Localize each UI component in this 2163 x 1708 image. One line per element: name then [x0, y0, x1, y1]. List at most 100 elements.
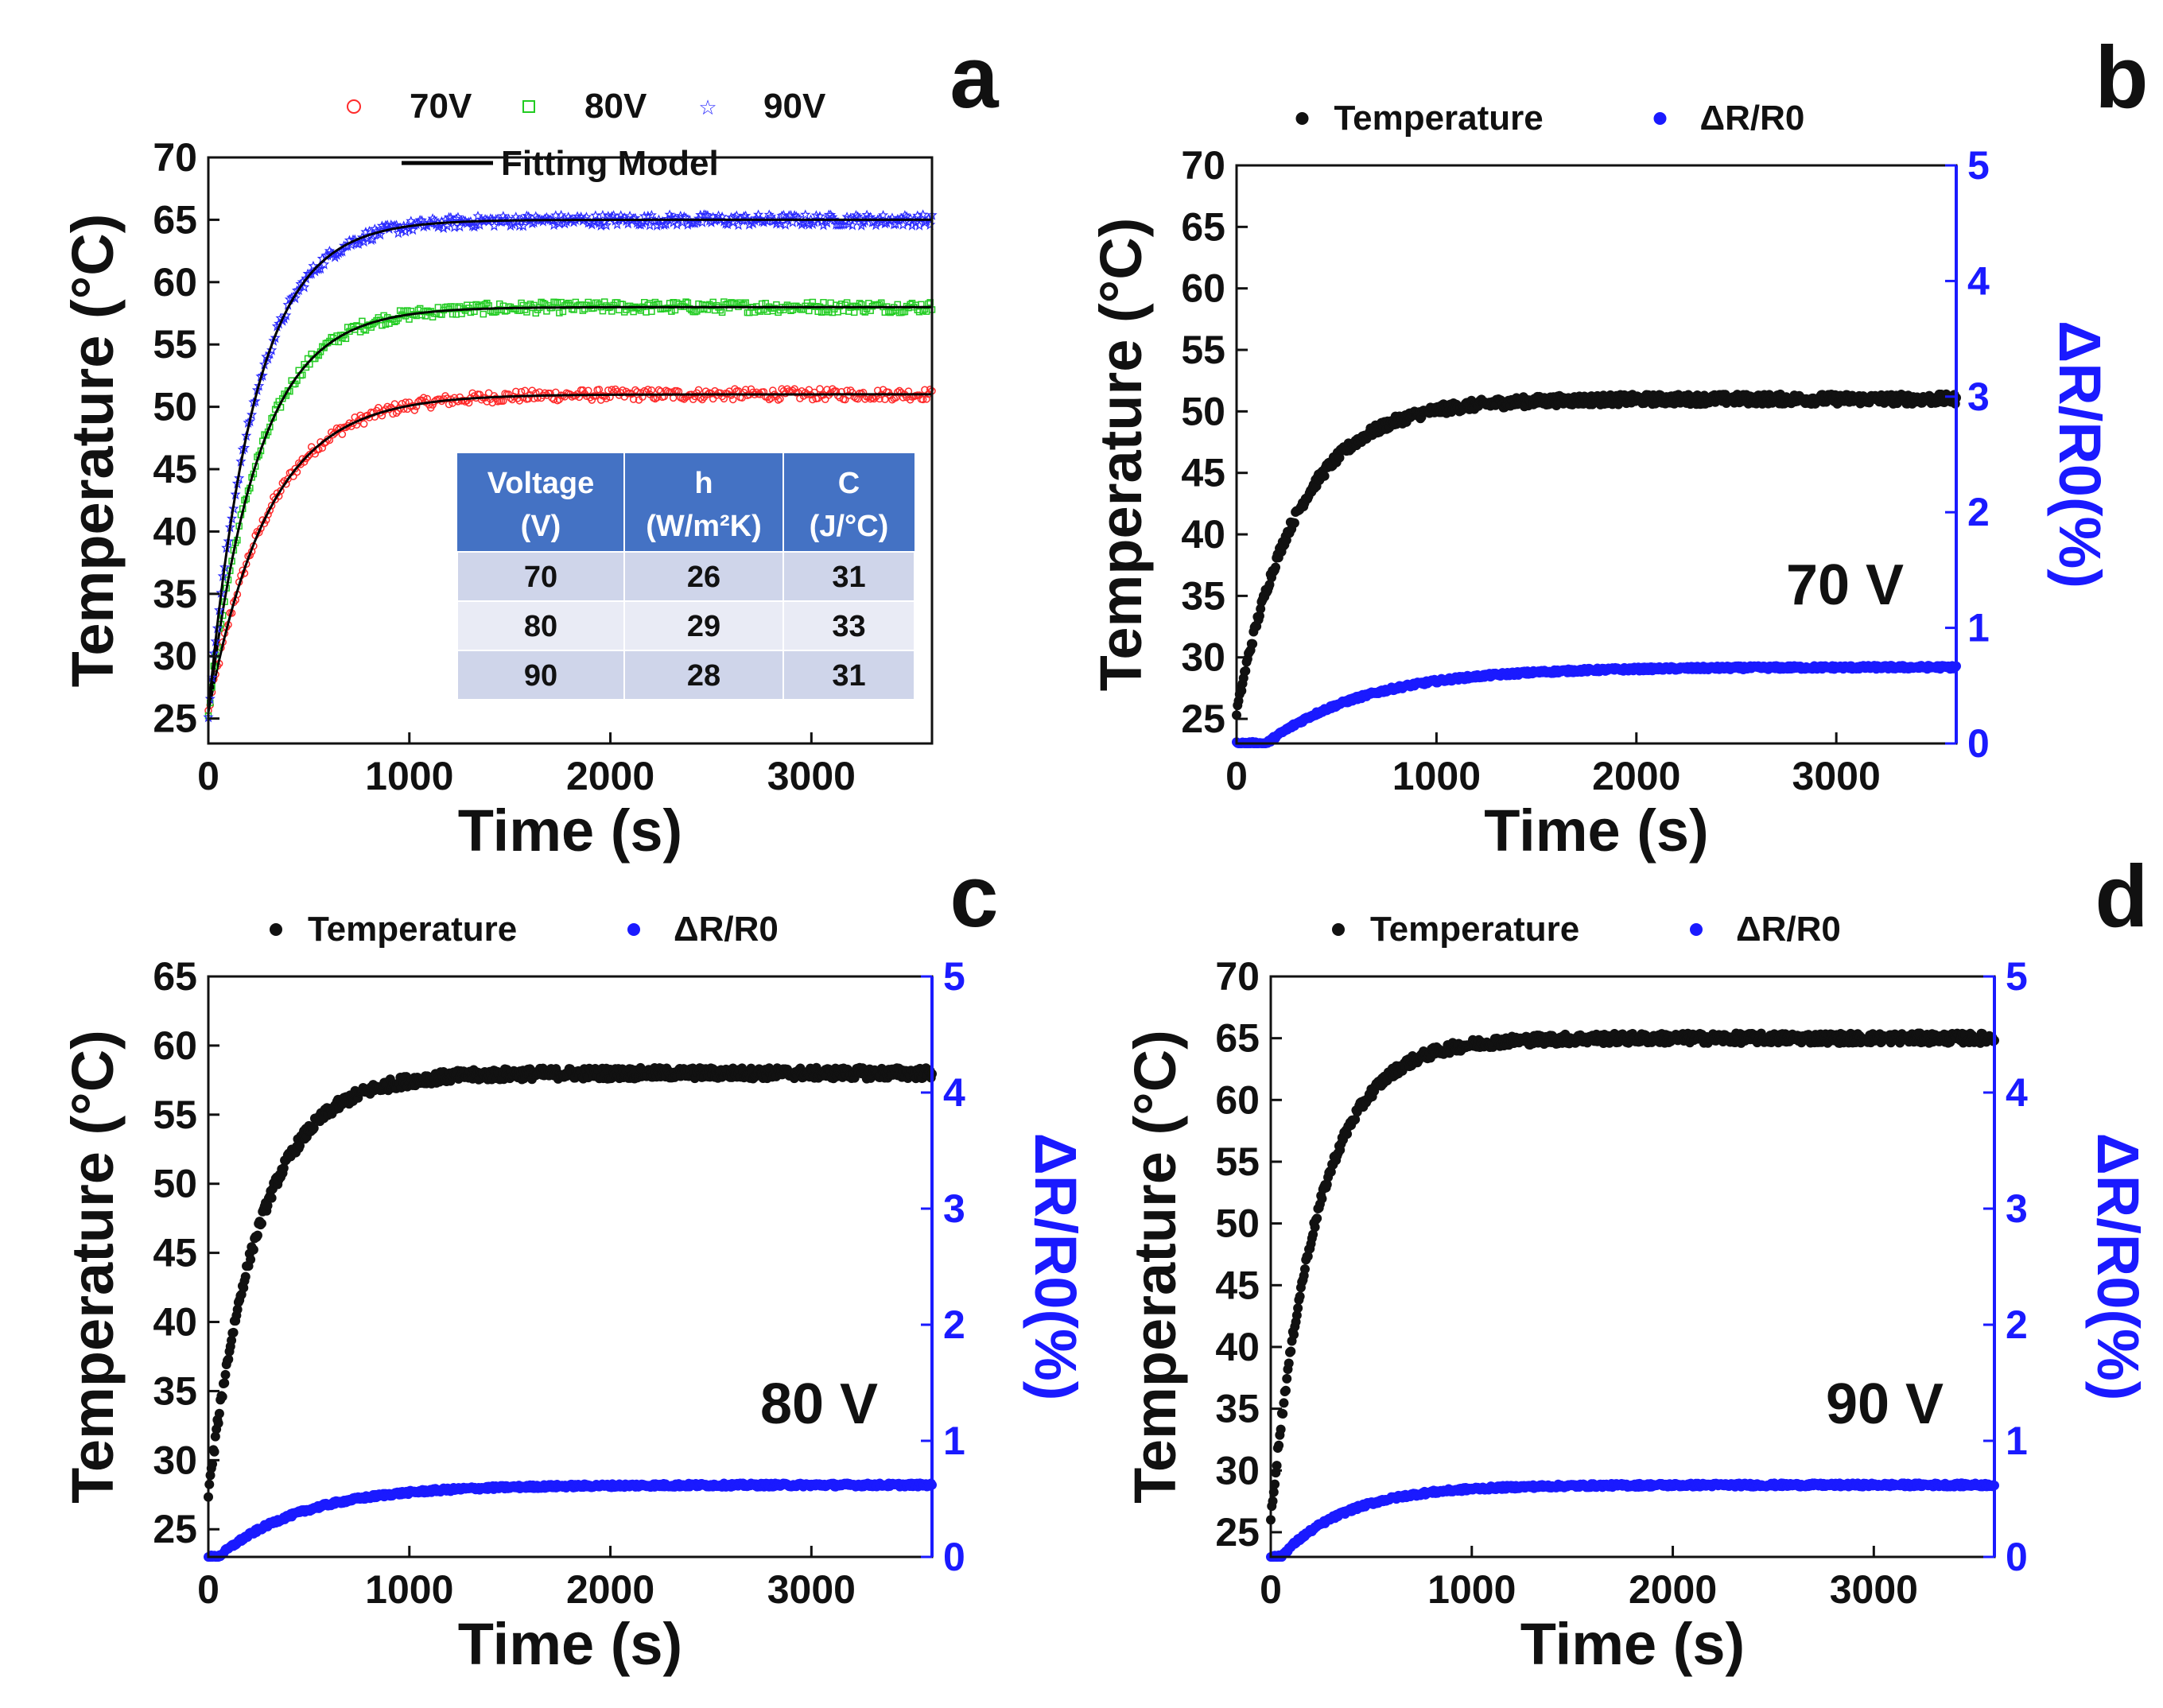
data-point	[814, 308, 821, 316]
data-point	[713, 301, 720, 309]
data-point	[318, 444, 327, 452]
table-row	[456, 600, 915, 651]
data-point	[1256, 604, 1266, 614]
data-point	[881, 395, 889, 403]
x-tick-label: 3000	[767, 754, 856, 798]
data-point	[1278, 1408, 1288, 1419]
data-point	[248, 1244, 258, 1255]
data-point	[342, 335, 350, 343]
data-point	[429, 215, 440, 226]
series-temperature	[1266, 1028, 1999, 1525]
data-point	[718, 309, 726, 316]
table-header-unit: (W/m²K)	[646, 510, 762, 543]
data-point	[841, 395, 849, 404]
data-point	[898, 309, 905, 316]
data-point	[756, 308, 764, 315]
data-point	[419, 394, 428, 402]
data-point	[573, 302, 581, 309]
data-point	[897, 389, 906, 397]
data-point	[765, 395, 773, 404]
data-point	[406, 215, 417, 227]
data-point	[406, 316, 413, 323]
data-point	[888, 308, 896, 316]
panel-label: c	[949, 848, 998, 945]
data-point	[1268, 1496, 1278, 1506]
data-point	[1319, 471, 1330, 481]
data-point	[434, 304, 442, 311]
table-cell: 29	[687, 610, 720, 643]
data-point	[228, 1327, 239, 1337]
y-tick-label: 40	[153, 509, 197, 553]
data-point	[1312, 1213, 1322, 1224]
data-point	[821, 395, 829, 403]
data-point	[556, 309, 563, 316]
y-axis-label: Temperature (°C)	[60, 214, 126, 688]
series-resistance	[1232, 661, 1961, 748]
data-point	[518, 220, 529, 231]
data-point	[629, 395, 638, 403]
voltage-annotation: 70 V	[1786, 553, 1904, 617]
data-point	[496, 300, 503, 308]
data-point	[643, 309, 650, 316]
y-tick-label: 70	[1181, 143, 1225, 188]
data-point	[1279, 1398, 1289, 1408]
data-point	[1237, 685, 1247, 696]
table-header-unit: (J/°C)	[810, 510, 889, 543]
y2-tick-label: 2	[943, 1302, 965, 1347]
y2-tick-label: 3	[1967, 375, 1990, 419]
y2-tick-label: 0	[1967, 721, 1990, 766]
data-point	[661, 218, 672, 229]
x-tick-label: 0	[197, 1567, 219, 1612]
data-point	[693, 308, 701, 315]
data-point	[289, 293, 301, 304]
table-cell: 70	[524, 561, 557, 594]
data-point	[852, 211, 864, 222]
x-tick-label: 2000	[566, 754, 654, 798]
y2-tick-label: 0	[943, 1535, 965, 1579]
data-point	[595, 386, 604, 394]
table-header-unit: (V)	[521, 510, 561, 543]
legend-label: Temperature	[308, 910, 517, 949]
data-point	[250, 395, 261, 406]
data-point	[335, 338, 343, 346]
data-point	[281, 309, 292, 321]
y2-tick-label: 1	[943, 1419, 965, 1463]
data-point	[219, 1378, 230, 1388]
data-point	[765, 211, 777, 222]
table-header-bg	[457, 453, 915, 552]
data-point	[266, 1193, 277, 1203]
data-point	[870, 394, 878, 403]
y-tick-label: 50	[153, 1162, 197, 1206]
data-point	[277, 315, 288, 326]
data-point	[257, 370, 268, 381]
data-point	[785, 210, 797, 221]
data-point	[1334, 452, 1345, 463]
data-point	[856, 219, 867, 231]
y2-tick-label: 1	[1967, 606, 1990, 650]
data-point	[396, 307, 404, 314]
y-tick-label: 35	[1181, 573, 1225, 618]
data-point	[375, 404, 383, 412]
data-point	[671, 219, 682, 230]
y-tick-label: 30	[153, 1438, 197, 1482]
data-point	[390, 400, 399, 408]
data-point	[861, 395, 869, 403]
data-point	[454, 221, 465, 232]
x-tick-label: 3000	[767, 1567, 856, 1612]
data-point	[776, 394, 784, 403]
data-point	[918, 209, 929, 220]
data-point	[472, 211, 483, 222]
data-point	[519, 394, 527, 402]
data-point	[1317, 1194, 1327, 1204]
data-point	[775, 218, 786, 229]
data-point	[843, 299, 851, 306]
legend-label: ΔR/R0	[1700, 99, 1805, 138]
data-point	[1274, 1440, 1284, 1450]
legend-marker-dot	[627, 923, 640, 936]
data-point	[753, 209, 764, 220]
data-point	[677, 216, 688, 227]
data-point	[360, 227, 371, 238]
data-point	[1286, 1346, 1296, 1357]
data-point	[209, 1446, 219, 1457]
